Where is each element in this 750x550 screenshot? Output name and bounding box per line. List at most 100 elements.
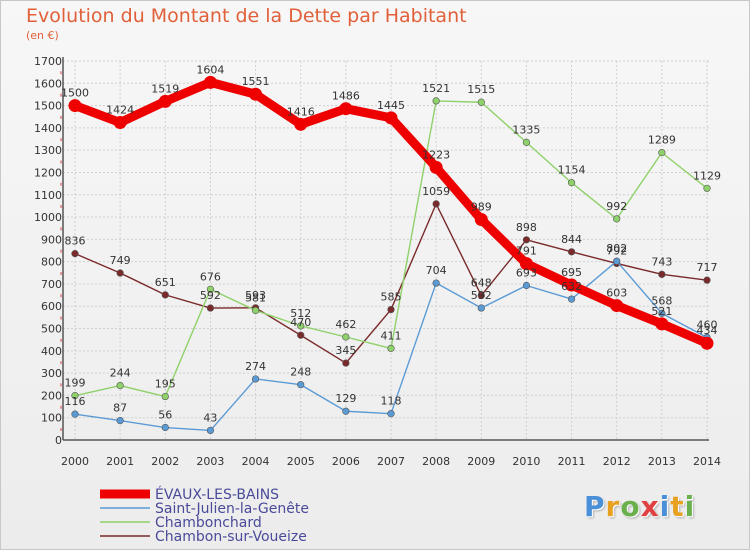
data-label: 592 [471,289,492,302]
data-point [297,322,305,330]
data-point [206,304,215,312]
data-point [658,149,666,157]
data-label: 460 [697,318,718,331]
logo-letter: i [684,490,696,523]
data-point [387,305,395,314]
data-point [703,184,711,192]
y-tick-label: 300 [41,367,62,380]
legend-label: Chambonchard [155,515,262,531]
data-point [339,102,353,116]
data-point [71,250,79,258]
data-label: 1521 [422,82,450,95]
y-tick-label: 100 [41,412,62,425]
data-label: 1154 [558,164,586,177]
data-label: 345 [335,344,356,357]
x-tick-label: 2013 [648,455,676,468]
data-point [387,410,395,418]
x-tick-label: 2007 [377,455,405,468]
data-point [477,98,485,106]
data-label: 1519 [151,82,179,95]
data-label: 248 [290,366,311,379]
data-point [342,407,350,415]
data-label: 648 [471,277,492,290]
data-label: 244 [110,367,131,380]
x-tick-label: 2001 [106,455,134,468]
data-point [522,281,531,290]
data-point [342,359,350,367]
data-label: 1500 [61,87,89,100]
data-label: 676 [200,270,221,283]
x-tick-label: 2011 [558,455,586,468]
x-tick-label: 2009 [467,455,495,468]
data-point [700,336,714,350]
y-tick-label: 1500 [34,100,62,113]
data-point [294,117,308,131]
data-label: 695 [561,266,582,279]
data-point [297,331,305,339]
data-label: 129 [335,392,356,405]
data-point [658,309,666,317]
data-label: 199 [65,377,86,390]
x-tick-label: 2005 [287,455,315,468]
x-tick-label: 2012 [603,455,631,468]
data-point [703,276,711,284]
data-label: 1335 [512,123,540,136]
y-tick-label: 1400 [34,122,62,135]
data-label: 462 [335,318,356,331]
data-label: 470 [290,316,311,329]
data-label: 1486 [332,90,360,103]
data-label: 898 [516,221,537,234]
x-tick-label: 2000 [61,455,89,468]
data-label: 1129 [693,169,721,182]
data-point [477,304,485,312]
logo-letter: o [620,490,641,523]
data-label: 581 [245,291,266,304]
data-label: 743 [651,255,672,268]
data-point [432,200,440,208]
data-label: 87 [113,402,127,415]
data-label: 603 [606,287,627,300]
data-point [565,278,579,292]
x-tick-label: 2004 [242,455,270,468]
data-point [432,279,440,287]
data-label: 411 [381,329,402,342]
data-label: 118 [381,395,402,408]
data-label: 651 [155,276,176,289]
data-point [519,257,533,271]
data-label: 1223 [422,148,450,161]
x-tick-label: 2003 [196,455,224,468]
data-point [429,160,443,174]
logo-letter: i [659,490,671,523]
data-point [116,417,124,425]
y-tick-label: 1700 [34,55,62,68]
data-point [158,94,172,108]
data-label: 1551 [242,75,270,88]
y-tick-label: 500 [41,323,62,336]
y-tick-label: 1000 [34,211,62,224]
data-label: 1289 [648,134,676,147]
data-label: 116 [65,395,86,408]
data-label: 989 [471,201,492,214]
logo-letter: P [584,490,606,523]
data-point [116,382,124,390]
logo-letter: x [640,490,660,523]
data-label: 791 [516,245,537,258]
data-label: 1059 [422,185,450,198]
data-label: 1515 [467,83,495,96]
data-label: 56 [158,409,172,422]
y-tick-label: 800 [41,256,62,269]
data-point [567,248,576,256]
data-point [477,291,485,300]
data-point [613,215,621,223]
y-tick-label: 700 [41,278,62,291]
data-point [387,344,395,352]
data-label: 1604 [196,63,224,76]
data-point [161,392,169,401]
data-label: 585 [381,291,402,304]
y-tick-label: 1600 [34,77,62,90]
data-label: 1445 [377,99,405,112]
data-point [297,381,305,389]
data-label: 836 [65,235,86,248]
data-label: 568 [651,294,672,307]
